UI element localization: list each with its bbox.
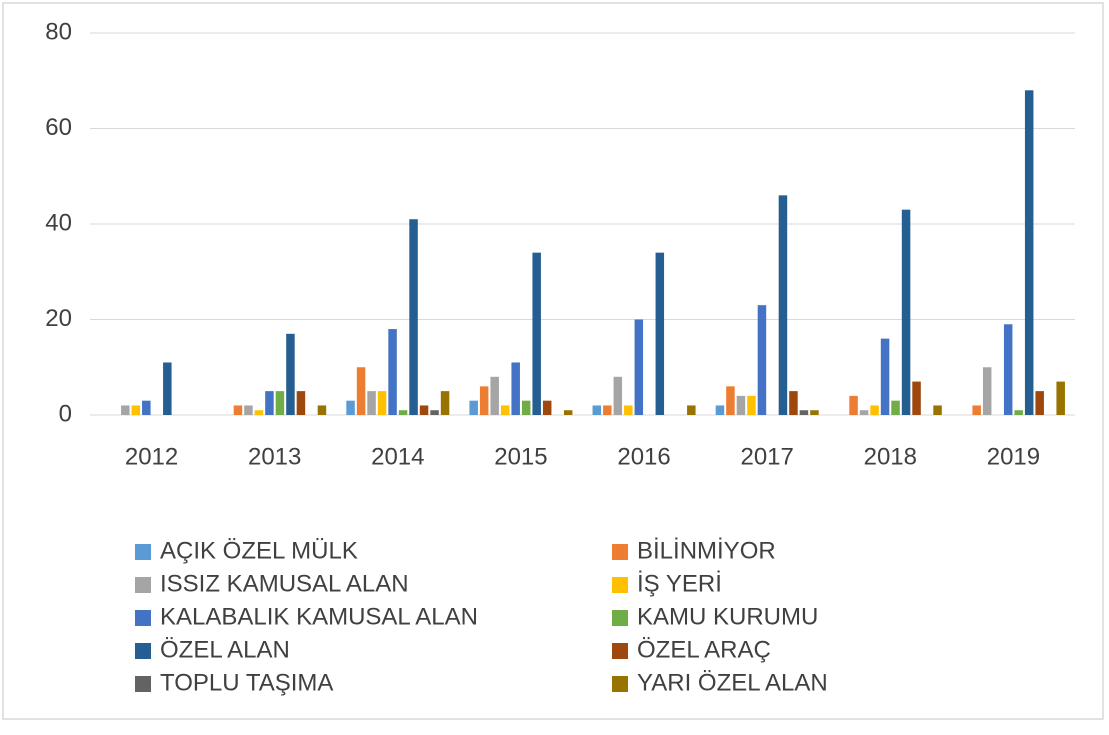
legend-swatch	[135, 544, 151, 560]
bar	[592, 405, 602, 415]
legend-swatch	[612, 544, 628, 560]
bar	[789, 391, 798, 415]
bar	[603, 405, 612, 415]
y-tick-label: 60	[45, 114, 72, 141]
bar	[778, 195, 788, 415]
bar	[296, 391, 306, 415]
bar	[849, 395, 858, 415]
bar	[317, 405, 327, 415]
bar	[933, 405, 942, 415]
bar	[265, 391, 274, 415]
bar	[479, 386, 489, 415]
legend-swatch	[612, 643, 628, 659]
bar	[163, 362, 172, 415]
legend-label: ÖZEL ARAÇ	[637, 636, 771, 663]
bar	[1035, 391, 1044, 415]
x-tick-label: 2016	[617, 443, 670, 470]
bar	[469, 400, 478, 415]
bar	[757, 305, 767, 415]
legend-label: YARI ÖZEL ALAN	[637, 669, 828, 696]
bar	[121, 405, 130, 415]
bar	[542, 400, 552, 415]
bar	[388, 329, 397, 415]
bar	[490, 376, 499, 415]
y-tick-label: 40	[45, 209, 72, 236]
bar	[912, 381, 921, 415]
bar	[254, 410, 264, 415]
legend-swatch	[135, 610, 151, 626]
y-tick-label: 0	[59, 400, 72, 427]
legend-label: BİLİNMİYOR	[637, 537, 776, 564]
legend-swatch	[135, 643, 151, 659]
bar	[624, 405, 633, 415]
bar	[419, 405, 429, 415]
legend-label: AÇIK ÖZEL MÜLK	[160, 537, 358, 564]
bar	[891, 400, 900, 415]
bar	[430, 410, 439, 415]
bar	[367, 391, 376, 415]
bar	[346, 400, 355, 415]
bar	[398, 410, 408, 415]
bar	[1024, 90, 1034, 416]
bar	[1056, 381, 1065, 415]
bar	[799, 410, 809, 415]
bar	[131, 405, 141, 415]
x-tick-label: 2018	[864, 443, 917, 470]
bar	[1014, 410, 1023, 415]
legend-label: ISSIZ KAMUSAL ALAN	[160, 570, 409, 597]
bar	[726, 386, 735, 415]
legend-label: KALABALIK KAMUSAL ALAN	[160, 603, 478, 630]
y-tick-label: 80	[45, 18, 72, 45]
legend-swatch	[612, 610, 628, 626]
bar	[233, 405, 243, 415]
bar	[747, 395, 756, 415]
bar	[901, 209, 911, 415]
y-tick-label: 20	[45, 305, 72, 332]
bar	[275, 391, 285, 415]
bar	[532, 252, 541, 415]
x-tick-label: 2014	[371, 443, 424, 470]
legend-label: İŞ YERİ	[637, 570, 722, 597]
bar	[655, 252, 665, 415]
x-tick-label: 2015	[494, 443, 547, 470]
bar	[286, 333, 295, 415]
legend-label: TOPLU TAŞIMA	[160, 669, 333, 696]
x-tick-label: 2017	[740, 443, 793, 470]
x-tick-label: 2012	[125, 443, 178, 470]
bar	[870, 405, 879, 415]
bar	[563, 410, 573, 415]
bar	[613, 376, 623, 415]
bar	[859, 410, 869, 415]
x-tick-label: 2013	[248, 443, 301, 470]
bar	[511, 362, 520, 415]
bar	[810, 410, 819, 415]
legend-label: ÖZEL ALAN	[160, 636, 290, 663]
bar	[356, 367, 366, 415]
bar	[634, 319, 644, 415]
bar	[715, 405, 725, 415]
bar	[142, 400, 151, 415]
bar	[521, 400, 531, 415]
bar	[982, 367, 992, 415]
bar	[972, 405, 981, 415]
legend-swatch	[135, 577, 151, 593]
bar	[880, 338, 890, 415]
legend-swatch	[135, 676, 151, 692]
legend-label: KAMU KURUMU	[637, 603, 818, 630]
bar	[500, 405, 510, 415]
bar	[687, 405, 696, 415]
bar	[736, 395, 746, 415]
bar	[409, 219, 418, 415]
bar	[440, 391, 450, 415]
bar	[1003, 324, 1013, 415]
bar	[244, 405, 253, 415]
legend-swatch	[612, 676, 628, 692]
chart-frame	[2, 2, 1104, 720]
x-tick-label: 2019	[987, 443, 1040, 470]
bar	[377, 391, 387, 415]
legend-swatch	[612, 577, 628, 593]
